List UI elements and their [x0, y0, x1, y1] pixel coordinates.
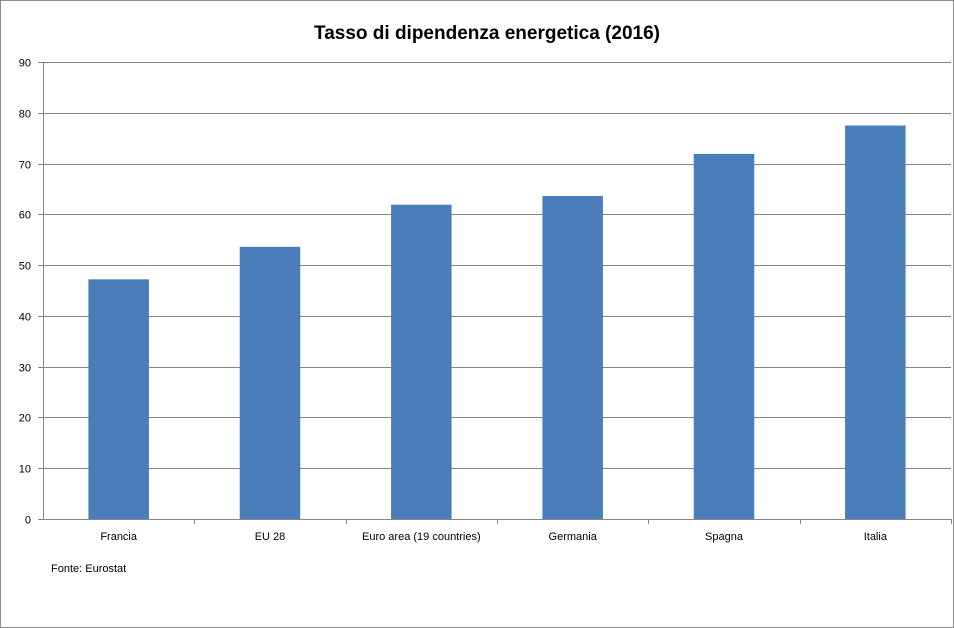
axes — [38, 62, 952, 524]
y-tick-label: 10 — [19, 464, 31, 476]
y-tick-label: 30 — [19, 363, 31, 375]
y-tick-label: 50 — [19, 261, 31, 273]
bar — [239, 246, 301, 519]
gridlines — [43, 62, 951, 469]
y-tick-label: 20 — [19, 413, 31, 425]
bars — [88, 125, 906, 520]
bar — [845, 125, 906, 519]
x-tick-label: Euro area (19 countries) — [362, 531, 481, 543]
x-tick-labels: Francia EU 28 Euro area (19 countries) Germ… — [100, 531, 888, 543]
bar — [88, 279, 149, 519]
bar — [391, 204, 452, 520]
x-tick-label: Italia — [864, 531, 888, 543]
x-tick-label: Germania — [549, 531, 598, 543]
y-tick-label: 40 — [19, 312, 31, 324]
y-tick-label: 60 — [19, 210, 31, 222]
source-footnote: Fonte: Eurostat — [51, 563, 126, 575]
y-tick-label: 90 — [19, 58, 31, 70]
bar — [542, 196, 603, 519]
chart-title: Tasso di dipendenza energetica (2016) — [314, 23, 660, 44]
y-tick-labels: 0 10 20 30 40 50 60 70 80 90 — [19, 58, 31, 527]
y-tick-label: 70 — [19, 160, 31, 172]
x-tick-label: Spagna — [705, 531, 744, 543]
y-tick-label: 0 — [25, 515, 31, 527]
x-tick-label: EU 28 — [255, 531, 286, 543]
bar — [693, 153, 755, 519]
y-tick-label: 80 — [19, 109, 31, 121]
x-tick-label: Francia — [100, 531, 138, 543]
